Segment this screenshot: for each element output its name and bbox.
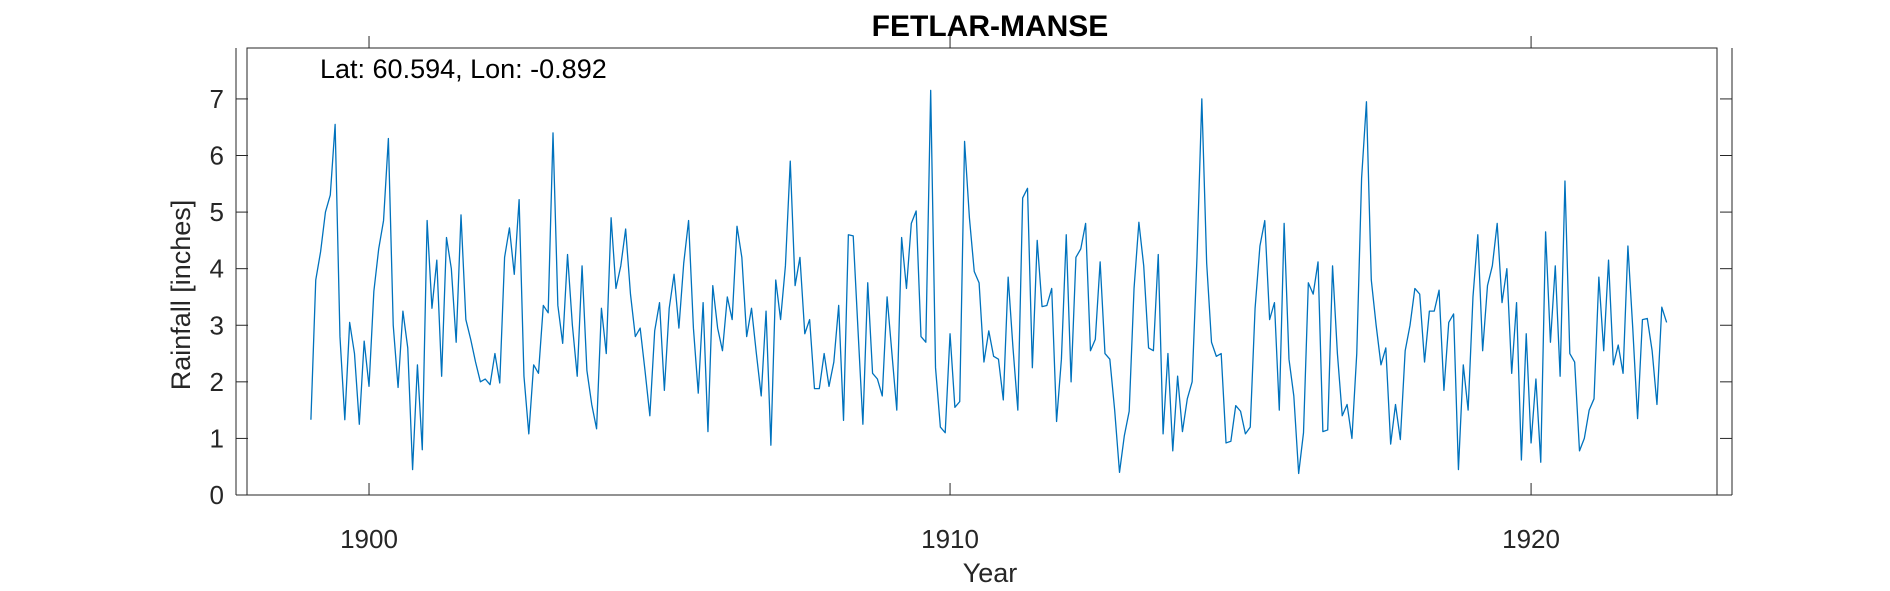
y-tick-label: 2	[210, 367, 224, 397]
y-tick-label: 1	[210, 423, 224, 453]
y-tick-label: 0	[210, 480, 224, 510]
y-tick-label: 5	[210, 197, 224, 227]
x-tick-label: 1920	[1502, 524, 1560, 554]
x-axis-label: Year	[963, 558, 1018, 588]
chart-title: FETLAR-MANSE	[872, 10, 1109, 43]
y-tick-label: 3	[210, 310, 224, 340]
series-line	[310, 89, 1668, 475]
y-axis-label: Rainfall [inches]	[166, 200, 196, 391]
series-layer	[310, 89, 1668, 475]
plot-area	[235, 47, 1733, 496]
y-tick-label: 7	[210, 84, 224, 114]
axis-ticks: 0 1 2 3 4 5 6 7 1900 1910 1920	[210, 36, 1732, 554]
x-tick-label: 1900	[340, 524, 398, 554]
location-annotation: Lat: 60.594, Lon: -0.892	[320, 54, 607, 84]
x-tick-label: 1910	[921, 524, 979, 554]
y-tick-label: 4	[210, 254, 224, 284]
y-tick-label: 6	[210, 141, 224, 171]
plot-frame-box	[246, 47, 1718, 496]
